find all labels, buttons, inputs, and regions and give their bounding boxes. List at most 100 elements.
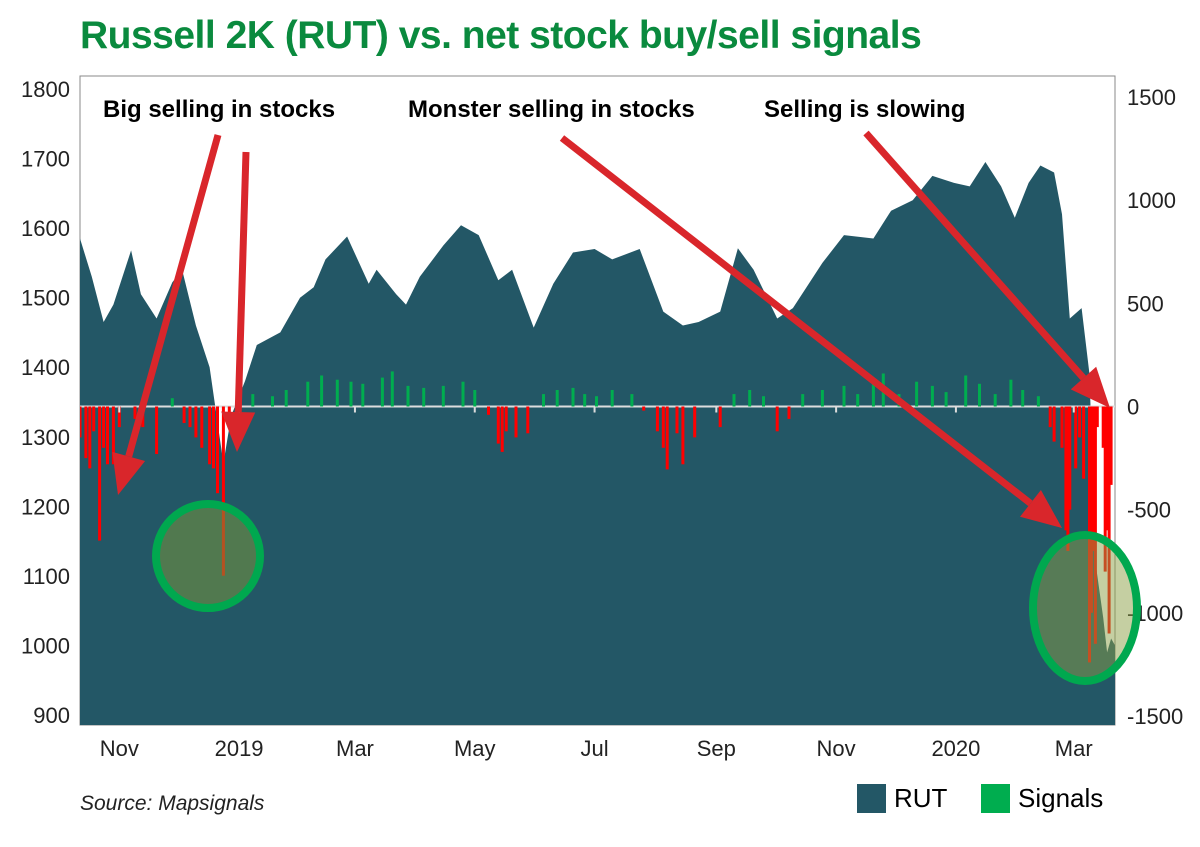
x-tick-label: Mar xyxy=(336,736,374,761)
signal-bar xyxy=(194,406,198,438)
signal-bar xyxy=(406,385,410,407)
signal-bar xyxy=(349,381,353,407)
signal-bar xyxy=(571,387,575,407)
left-axis: 900 1000 1100 1200 1300 1400 1500 1600 1700 1800 xyxy=(21,77,70,728)
signal-bar xyxy=(1036,396,1040,407)
signal-bar xyxy=(978,383,981,407)
right-tick-label: -1500 xyxy=(1127,704,1183,729)
signal-bar xyxy=(1103,406,1107,572)
rut-area xyxy=(80,162,1115,725)
signal-bar xyxy=(655,406,659,432)
left-tick-label: 1800 xyxy=(21,77,70,102)
left-tick-label: 1600 xyxy=(21,216,70,241)
signal-bar xyxy=(102,406,106,448)
left-tick-label: 1700 xyxy=(21,147,70,172)
signal-bar xyxy=(98,406,102,541)
signal-bar xyxy=(1021,390,1025,407)
right-tick-label: 1000 xyxy=(1127,188,1176,213)
legend-swatch-signals xyxy=(981,784,1010,813)
signal-bar xyxy=(200,406,204,448)
signal-bar xyxy=(80,406,82,438)
signal-bar xyxy=(133,406,137,419)
signal-bar xyxy=(1064,406,1068,531)
signal-bar xyxy=(944,392,948,407)
arrow-shaft xyxy=(234,151,250,413)
signal-bar xyxy=(1093,406,1097,644)
signal-bar xyxy=(208,406,212,465)
arrow-head-icon xyxy=(221,411,256,452)
annotation-arrows xyxy=(112,130,1110,528)
x-tick-label: May xyxy=(454,736,496,761)
arrow-head-icon xyxy=(1070,366,1110,408)
signal-bar xyxy=(610,390,614,407)
signal-bar xyxy=(441,385,445,407)
x-tick-label: Mar xyxy=(1055,736,1093,761)
signal-bar xyxy=(1095,406,1099,428)
signal-bar xyxy=(555,390,559,407)
signal-bar xyxy=(1082,406,1086,479)
signal-bar xyxy=(380,377,384,407)
signal-bar xyxy=(361,383,365,407)
signal-bar xyxy=(496,406,500,444)
x-tick-label: 2019 xyxy=(215,736,264,761)
signal-bar xyxy=(1107,406,1111,634)
x-tick-label: Nov xyxy=(100,736,139,761)
signal-bar xyxy=(693,406,697,438)
signal-bar xyxy=(117,406,121,428)
signal-bar xyxy=(630,394,634,407)
left-tick-label: 1200 xyxy=(21,494,70,519)
x-tick-label: Nov xyxy=(817,736,856,761)
left-tick-label: 1000 xyxy=(21,633,70,658)
signal-bar xyxy=(335,379,339,407)
highlight-circle-mar-2020 xyxy=(1029,531,1141,685)
x-tick-label: 2020 xyxy=(931,736,980,761)
signal-bar xyxy=(1009,379,1013,407)
right-tick-label: 0 xyxy=(1127,395,1139,420)
signal-bar xyxy=(583,394,587,407)
signal-bar xyxy=(182,406,186,423)
signal-bar xyxy=(661,406,665,448)
arrow-shaft xyxy=(863,130,1087,381)
signal-bar xyxy=(964,375,968,407)
highlight-circle-dec-2018 xyxy=(152,500,264,612)
legend-item-signals: Signals xyxy=(981,783,1103,814)
arrow-shaft xyxy=(125,134,222,458)
signal-bar xyxy=(801,394,805,407)
left-tick-label: 900 xyxy=(33,703,70,728)
legend-item-rut: RUT xyxy=(857,783,947,814)
signal-bar xyxy=(422,387,426,407)
signal-bar xyxy=(88,406,92,469)
left-tick-label: 1500 xyxy=(21,286,70,311)
signal-bar xyxy=(1109,406,1113,485)
arrow-shaft xyxy=(559,135,1033,507)
signal-bar xyxy=(271,396,274,407)
signal-bar xyxy=(473,390,477,407)
left-tick-label: 1300 xyxy=(21,425,70,450)
signal-bar xyxy=(642,406,646,411)
signal-bar xyxy=(732,394,736,407)
signal-bar xyxy=(1105,406,1109,531)
signal-bar xyxy=(1068,406,1072,510)
left-tick-label: 1400 xyxy=(21,355,70,380)
signal-bar xyxy=(1089,406,1093,613)
source-note: Source: Mapsignals xyxy=(80,792,265,815)
right-tick-label: 500 xyxy=(1127,291,1164,316)
signal-bar xyxy=(787,406,791,419)
signal-bar xyxy=(762,396,765,407)
right-tick-label: 1500 xyxy=(1127,85,1176,110)
right-tick-label: -500 xyxy=(1127,498,1171,523)
signal-bar xyxy=(842,385,846,407)
signal-bar xyxy=(542,394,545,407)
signal-bar xyxy=(500,406,504,452)
annotation-big-selling: Big selling in stocks xyxy=(103,96,335,123)
legend-label-rut: RUT xyxy=(894,783,948,813)
signal-bar xyxy=(1078,406,1082,438)
signal-bar xyxy=(1101,406,1105,448)
signal-bar xyxy=(306,381,310,407)
signal-bar xyxy=(514,406,518,438)
x-tick-label: Jul xyxy=(580,736,608,761)
signal-bar xyxy=(390,371,394,407)
signal-bar xyxy=(820,390,824,407)
x-axis: Nov 2019 Mar May Jul Sep Nov 2020 Mar xyxy=(100,406,1093,761)
